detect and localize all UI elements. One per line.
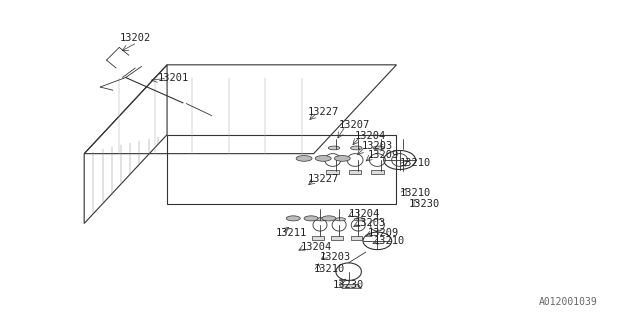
Text: 13210: 13210 [399, 188, 431, 198]
Text: 13230: 13230 [333, 280, 364, 290]
FancyBboxPatch shape [349, 171, 362, 174]
Text: 13210: 13210 [399, 158, 431, 168]
FancyBboxPatch shape [312, 236, 324, 240]
Ellipse shape [304, 216, 318, 221]
Ellipse shape [355, 218, 365, 221]
Text: 13210: 13210 [374, 236, 405, 246]
Polygon shape [339, 284, 362, 288]
Text: 13211: 13211 [275, 228, 307, 238]
Ellipse shape [286, 216, 300, 221]
Ellipse shape [316, 218, 326, 221]
FancyBboxPatch shape [351, 236, 362, 240]
Text: 13204: 13204 [349, 209, 380, 219]
Text: 13201: 13201 [157, 73, 189, 83]
Ellipse shape [328, 146, 340, 150]
Text: 13203: 13203 [320, 252, 351, 262]
Ellipse shape [335, 218, 346, 221]
Text: 13227: 13227 [307, 174, 339, 184]
Text: 13210: 13210 [314, 264, 345, 275]
FancyBboxPatch shape [326, 171, 339, 174]
Ellipse shape [334, 156, 350, 161]
FancyBboxPatch shape [371, 171, 384, 174]
FancyBboxPatch shape [332, 236, 343, 240]
Text: 13209: 13209 [368, 150, 399, 160]
Ellipse shape [373, 146, 385, 150]
Text: 13203: 13203 [362, 141, 393, 151]
Ellipse shape [296, 156, 312, 161]
Ellipse shape [316, 156, 331, 161]
Text: 13204: 13204 [355, 131, 387, 141]
Text: 13209: 13209 [368, 228, 399, 238]
Ellipse shape [322, 216, 336, 221]
Text: 13227: 13227 [307, 108, 339, 117]
Text: 13230: 13230 [409, 199, 440, 209]
Text: 13202: 13202 [119, 33, 150, 43]
Text: 13203: 13203 [355, 219, 387, 228]
Text: A012001039: A012001039 [538, 297, 597, 307]
Ellipse shape [351, 146, 362, 150]
Text: 13207: 13207 [339, 120, 371, 130]
Text: 13204: 13204 [301, 242, 332, 252]
